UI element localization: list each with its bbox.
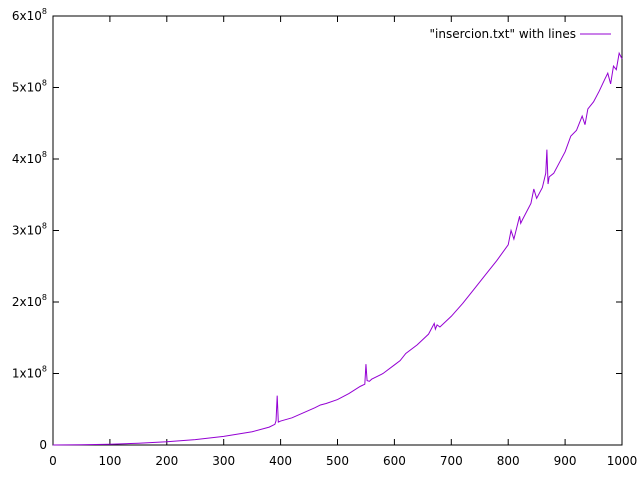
- x-tick-label: 600: [383, 454, 406, 468]
- x-tick-label: 200: [155, 454, 178, 468]
- plot-frame: [52, 15, 623, 446]
- y-tick-label: 3x108: [12, 222, 47, 238]
- x-tick-label: 400: [269, 454, 292, 468]
- x-tick-label: 900: [554, 454, 577, 468]
- x-tick-label: 500: [326, 454, 349, 468]
- y-tick-label: 4x108: [12, 150, 47, 166]
- x-tick-label: 800: [497, 454, 520, 468]
- y-tick-label: 2x108: [12, 293, 47, 309]
- legend-label: "insercion.txt" with lines: [430, 27, 576, 41]
- x-tick-label: 300: [212, 454, 235, 468]
- series-line: [52, 51, 623, 446]
- x-tick-label: 0: [49, 454, 57, 468]
- legend: "insercion.txt" with lines: [430, 27, 611, 41]
- x-tick-label: 700: [440, 454, 463, 468]
- y-tick-label: 5x108: [12, 79, 47, 95]
- y-tick-label: 0: [39, 438, 47, 452]
- y-tick-label: 1x108: [12, 365, 47, 381]
- x-tick-label: 100: [98, 454, 121, 468]
- x-axis-tick-labels: 0 100 200 300 400 500 600 700 800 900 1000: [49, 454, 637, 468]
- y-axis-tick-labels: 0 1x108 2x108 3x108 4x108 5x108 6x108: [12, 7, 47, 452]
- axis-ticks: [52, 15, 623, 446]
- y-tick-label: 6x108: [12, 7, 47, 23]
- x-tick-label: 1000: [607, 454, 638, 468]
